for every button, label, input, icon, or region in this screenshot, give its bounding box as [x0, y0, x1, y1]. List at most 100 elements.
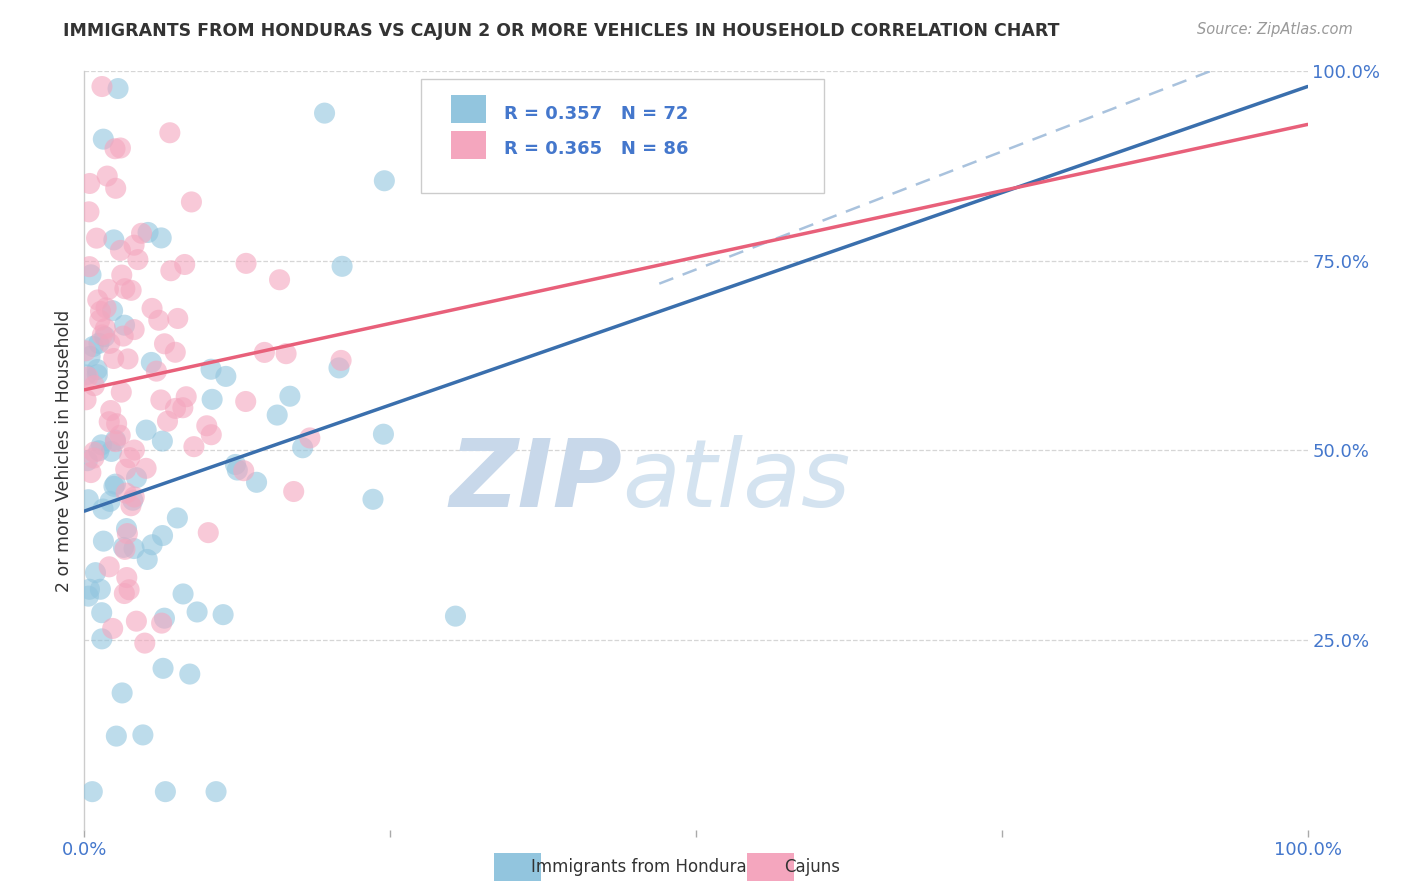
Point: [111, 686, 134, 700]
Point: [94, 329, 117, 343]
Point: [141, 355, 163, 369]
Point: [110, 141, 132, 155]
Point: [166, 511, 188, 525]
Text: R = 0.365   N = 86: R = 0.365 N = 86: [503, 140, 689, 159]
Point: [79, 260, 101, 274]
Point: [245, 475, 267, 490]
Point: [122, 490, 145, 504]
Point: [197, 525, 219, 540]
Point: [314, 106, 336, 120]
Point: [136, 226, 159, 240]
Point: [77, 589, 100, 603]
Point: [94, 321, 117, 335]
Point: [120, 283, 142, 297]
Point: [93, 534, 115, 549]
Point: [330, 353, 353, 368]
Point: [115, 570, 138, 584]
Point: [205, 785, 228, 799]
Point: [79, 350, 101, 364]
Point: [110, 244, 132, 258]
Point: [160, 264, 183, 278]
Point: [98, 336, 121, 351]
Point: [115, 486, 138, 500]
Point: [152, 661, 174, 675]
Point: [117, 351, 139, 366]
Point: [156, 414, 179, 428]
Text: IMMIGRANTS FROM HONDURAS VS CAJUN 2 OR MORE VEHICLES IN HOUSEHOLD CORRELATION CH: IMMIGRANTS FROM HONDURAS VS CAJUN 2 OR M…: [63, 22, 1060, 40]
Point: [108, 428, 131, 442]
Point: [115, 522, 138, 536]
Point: [104, 433, 127, 447]
Point: [226, 463, 249, 477]
Point: [89, 582, 111, 597]
Point: [180, 194, 202, 209]
Point: [112, 586, 135, 600]
Point: [201, 392, 224, 407]
Point: [148, 313, 170, 327]
Point: [110, 385, 132, 400]
Point: [111, 268, 134, 282]
Point: [165, 401, 187, 416]
FancyBboxPatch shape: [451, 95, 485, 123]
Point: [82, 785, 104, 799]
Point: [103, 233, 125, 247]
Point: [278, 389, 301, 403]
Point: [150, 434, 173, 448]
Point: [87, 293, 110, 307]
FancyBboxPatch shape: [451, 131, 485, 159]
Point: [105, 417, 128, 431]
Point: [86, 362, 108, 376]
Point: [150, 231, 173, 245]
Point: [98, 494, 121, 508]
Text: atlas: atlas: [623, 435, 851, 526]
Point: [97, 282, 120, 296]
Point: [98, 559, 121, 574]
Point: [150, 616, 173, 631]
Point: [166, 311, 188, 326]
Point: [114, 282, 136, 296]
Point: [266, 408, 288, 422]
Point: [122, 541, 145, 556]
Point: [87, 336, 110, 351]
FancyBboxPatch shape: [420, 79, 824, 193]
Point: [120, 499, 142, 513]
Point: [134, 636, 156, 650]
Point: [361, 492, 384, 507]
Point: [159, 126, 181, 140]
Point: [122, 238, 145, 252]
Point: [104, 181, 127, 195]
Point: [152, 528, 174, 542]
Point: [373, 427, 395, 442]
Point: [283, 484, 305, 499]
Point: [183, 440, 205, 454]
Point: [165, 345, 187, 359]
Point: [83, 378, 105, 392]
Point: [235, 256, 257, 270]
Point: [121, 493, 143, 508]
Point: [91, 502, 114, 516]
Point: [118, 582, 141, 597]
Point: [215, 369, 238, 384]
Point: [86, 231, 108, 245]
Point: [330, 260, 353, 274]
Point: [104, 477, 127, 491]
Point: [131, 227, 153, 241]
Point: [444, 609, 467, 624]
Point: [153, 336, 176, 351]
Point: [200, 427, 222, 442]
Point: [80, 466, 103, 480]
Text: Source: ZipAtlas.com: Source: ZipAtlas.com: [1197, 22, 1353, 37]
Point: [132, 728, 155, 742]
Point: [195, 418, 218, 433]
Point: [155, 785, 177, 799]
Point: [101, 303, 124, 318]
Point: [91, 132, 114, 146]
Text: Immigrants from Honduras: Immigrants from Honduras: [531, 858, 756, 876]
Point: [91, 79, 114, 94]
Point: [105, 729, 128, 743]
Point: [101, 622, 124, 636]
Point: [91, 327, 114, 342]
Point: [298, 431, 321, 445]
Point: [125, 471, 148, 485]
Point: [149, 392, 172, 407]
